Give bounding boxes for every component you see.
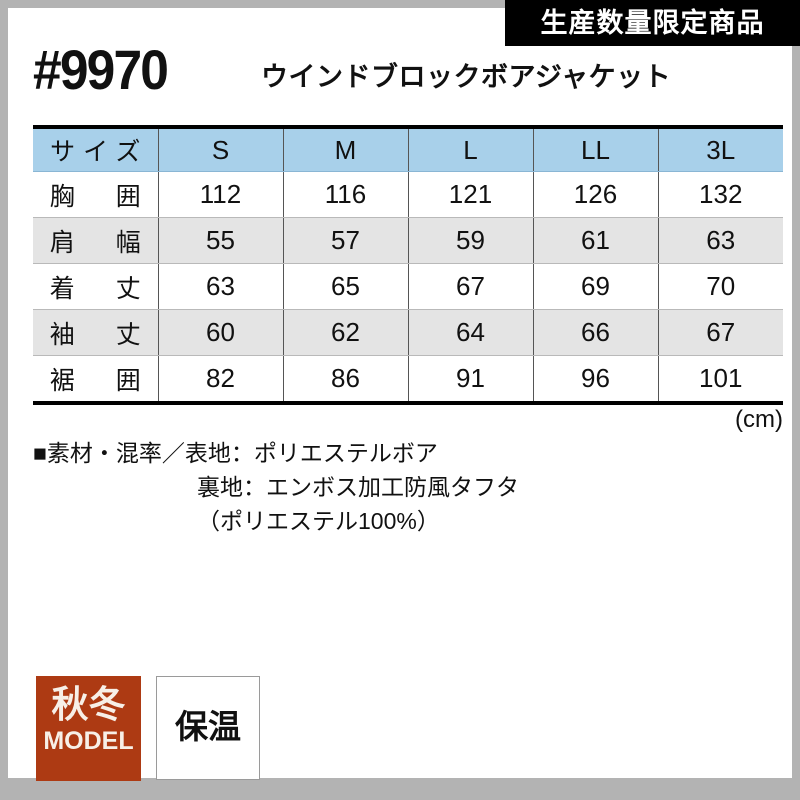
feature-badges: 秋冬 MODEL 保温 <box>36 676 436 786</box>
column-header-size-label: サイズ <box>33 127 158 172</box>
badge-limited-production: 生産数量限定商品 <box>505 0 800 46</box>
material-line-1: ■素材・混率／表地：ポリエステルボア <box>33 440 438 466</box>
cell-sleeve-3l: 67 <box>657 309 783 356</box>
table-row: 肩 幅 55 57 59 61 63 <box>33 217 783 264</box>
cell-chest-3l: 132 <box>657 171 783 218</box>
cell-shoulder-l: 59 <box>407 217 533 264</box>
material-info: ■素材・混率／表地：ポリエステルボア 裏地：エンボス加工防風タフタ （ポリエステ… <box>33 436 773 538</box>
size-table-head: サイズ S M L LL 3L <box>33 127 783 172</box>
badge-season-label-en: MODEL <box>43 727 134 755</box>
cell-chest-s: 112 <box>157 171 283 218</box>
spec-sheet: #9970 ウインドブロックボアジャケット サイズ S M L LL 3L 胸 … <box>8 8 792 781</box>
cell-shoulder-s: 55 <box>157 217 283 264</box>
cell-length-m: 65 <box>282 263 408 310</box>
row-label-hem: 裾 囲 <box>33 355 158 405</box>
cell-hem-m: 86 <box>282 355 408 405</box>
cell-hem-l: 91 <box>407 355 533 405</box>
cell-sleeve-m: 62 <box>282 309 408 356</box>
column-header-m: M <box>282 127 408 172</box>
cell-shoulder-ll: 61 <box>532 217 658 264</box>
size-table: サイズ S M L LL 3L 胸 囲 112 116 121 126 132 <box>33 125 783 405</box>
row-label-sleeve: 袖 丈 <box>33 309 158 356</box>
badge-warmth-label: 保温 <box>175 708 241 745</box>
column-header-l: L <box>407 127 533 172</box>
column-header-3l: 3L <box>657 127 783 172</box>
table-row: 着 丈 63 65 67 69 70 <box>33 263 783 310</box>
cell-chest-m: 116 <box>282 171 408 218</box>
cell-hem-3l: 101 <box>657 355 783 405</box>
table-row: 裾 囲 82 86 91 96 101 <box>33 355 783 405</box>
badge-warmth: 保温 <box>156 676 260 780</box>
table-row: 袖 丈 60 62 64 66 67 <box>33 309 783 356</box>
cell-length-3l: 70 <box>657 263 783 310</box>
cell-shoulder-3l: 63 <box>657 217 783 264</box>
product-sku: #9970 <box>33 38 169 101</box>
product-name: ウインドブロックボアジャケット <box>261 62 672 92</box>
column-header-ll: LL <box>532 127 658 172</box>
cell-chest-ll: 126 <box>532 171 658 218</box>
cell-length-s: 63 <box>157 263 283 310</box>
badge-season-model: 秋冬 MODEL <box>36 676 141 781</box>
cell-shoulder-m: 57 <box>282 217 408 264</box>
cell-length-l: 67 <box>407 263 533 310</box>
material-line-2: 裏地：エンボス加工防風タフタ <box>197 474 519 500</box>
table-row: 胸 囲 112 116 121 126 132 <box>33 171 783 218</box>
cell-sleeve-ll: 66 <box>532 309 658 356</box>
row-label-shoulder: 肩 幅 <box>33 217 158 264</box>
badge-season-label-jp: 秋冬 <box>51 684 126 725</box>
cell-sleeve-l: 64 <box>407 309 533 356</box>
cell-hem-ll: 96 <box>532 355 658 405</box>
material-line-3: （ポリエステル100%） <box>197 508 440 534</box>
row-label-length: 着 丈 <box>33 263 158 310</box>
table-header-row: サイズ S M L LL 3L <box>33 127 783 172</box>
unit-label: (cm) <box>735 406 783 433</box>
size-table-body: 胸 囲 112 116 121 126 132 肩 幅 55 57 59 61 … <box>33 171 783 405</box>
title-row: #9970 ウインドブロックボアジャケット <box>33 38 783 102</box>
cell-chest-l: 121 <box>407 171 533 218</box>
row-label-chest: 胸 囲 <box>33 171 158 218</box>
cell-sleeve-s: 60 <box>157 309 283 356</box>
cell-hem-s: 82 <box>157 355 283 405</box>
cell-length-ll: 69 <box>532 263 658 310</box>
column-header-s: S <box>157 127 283 172</box>
